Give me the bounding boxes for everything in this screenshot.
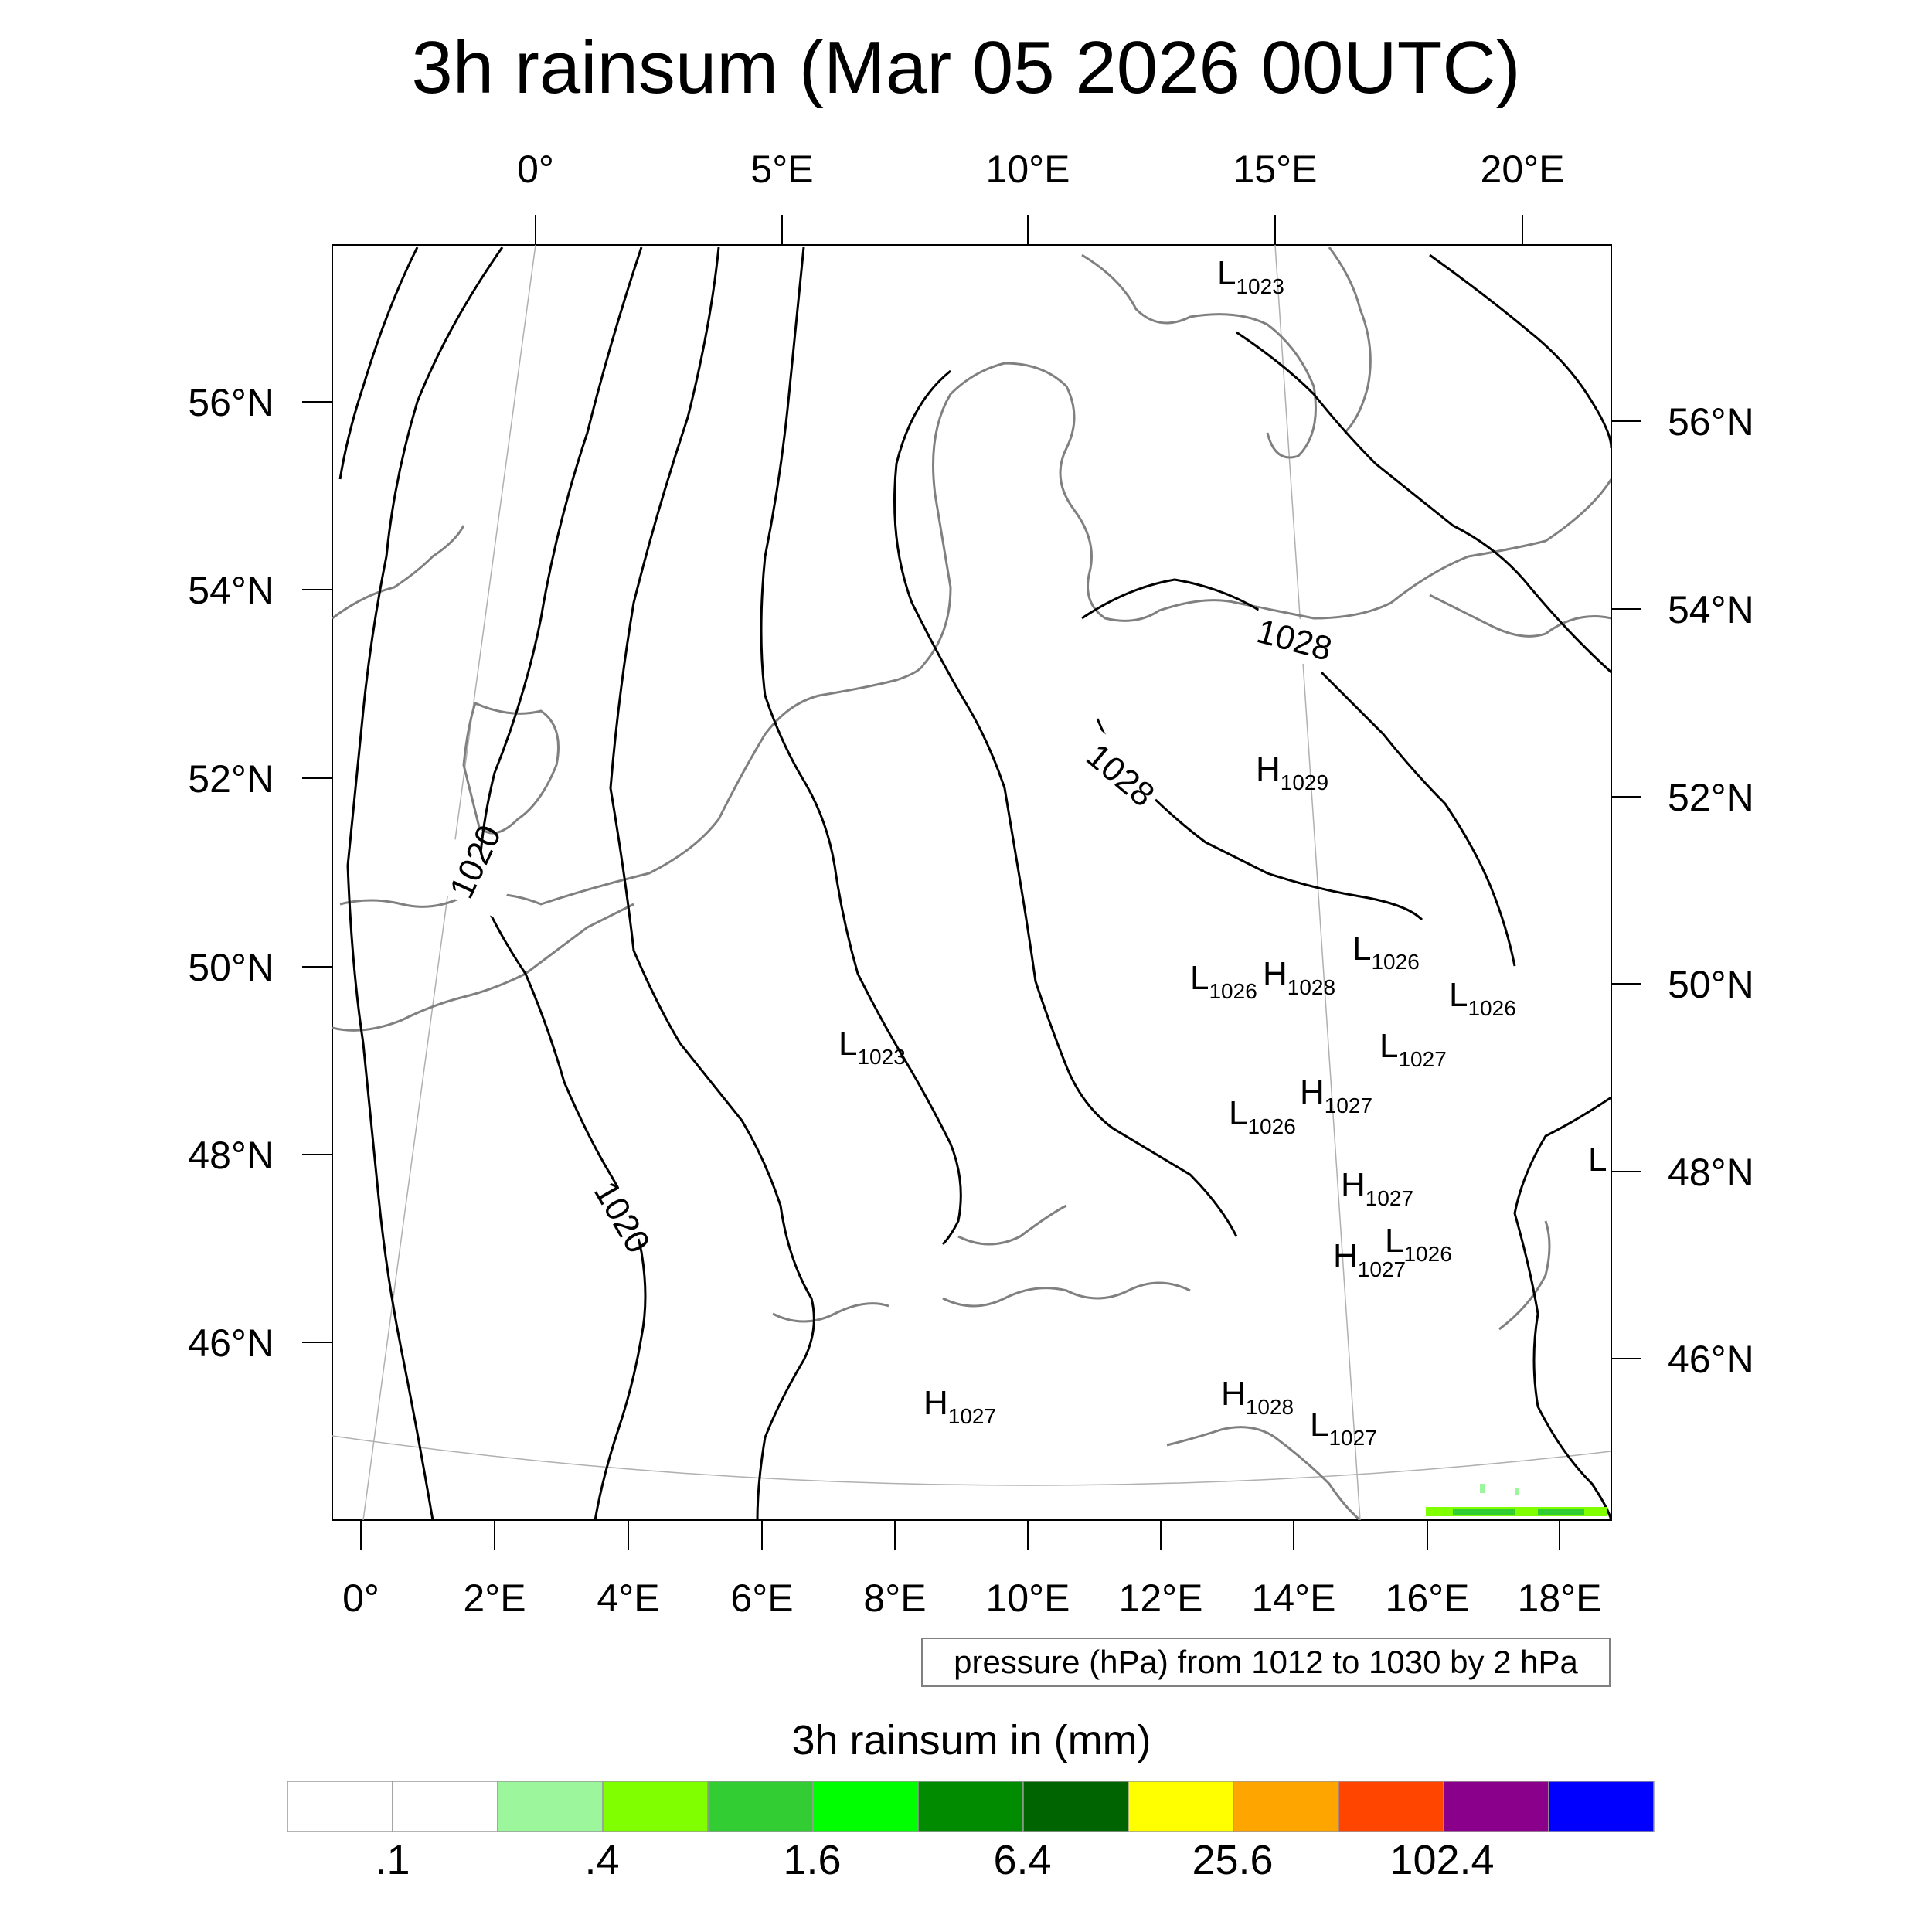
map-frame — [332, 244, 1612, 1521]
colorbar-swatch — [1443, 1781, 1549, 1832]
colorbar-label: 102.4 — [1389, 1837, 1494, 1883]
low-pressure-label: L1023 — [838, 1025, 906, 1069]
high-pressure-label: H1027 — [1341, 1166, 1413, 1210]
colorbar-swatches — [287, 1781, 1655, 1832]
low-pressure-label: L1026 — [1190, 959, 1257, 1003]
lon-label-bottom: 8°E — [863, 1577, 926, 1620]
lat-label-left: 54°N — [188, 569, 274, 612]
contour-info-text: pressure (hPa) from 1012 to 1030 by 2 hP… — [954, 1644, 1578, 1680]
axis-ticks — [302, 215, 1641, 1550]
lon-label-top: 20°E — [1481, 148, 1565, 191]
high-pressure-label: H1027 — [1300, 1073, 1372, 1117]
lon-label-top: 15°E — [1233, 148, 1318, 191]
colorbar-swatch — [287, 1781, 393, 1832]
high-pressure-label: H1028 — [1263, 955, 1335, 999]
low-pressure-label: L1027 — [1310, 1406, 1377, 1450]
lat-label-left: 52°N — [188, 757, 274, 801]
lat-label-left: 56°N — [188, 381, 274, 424]
colorbar-swatch — [707, 1781, 814, 1832]
rain-patch-light — [1515, 1488, 1519, 1495]
colorbar-swatch — [1233, 1781, 1339, 1832]
lat-label-right: 56°N — [1668, 400, 1754, 444]
colorbar-swatch — [812, 1781, 919, 1832]
high-pressure-label: H1027 — [1333, 1237, 1406, 1281]
colorbar-labels: .1 .4 1.6 6.4 25.6 102.4 — [375, 1837, 1494, 1883]
lon-label-bottom: 6°E — [730, 1577, 793, 1620]
coastlines — [332, 247, 1611, 1520]
colorbar-label: 6.4 — [993, 1837, 1051, 1883]
colorbar-label: .1 — [375, 1837, 410, 1883]
low-pressure-label: L1027 — [1379, 1027, 1447, 1071]
lon-label-bottom: 14°E — [1252, 1577, 1336, 1620]
colorbar-swatch — [1128, 1781, 1234, 1832]
lon-label-bottom: 10°E — [986, 1577, 1070, 1620]
pressure-centers: L1023 H1029 L1026 L1026 H1028 L1026 L102… — [838, 254, 1607, 1450]
lat-label-right: 52°N — [1668, 776, 1754, 819]
lat-label-right: 54°N — [1668, 588, 1754, 631]
contour-info-box: pressure (hPa) from 1012 to 1030 by 2 hP… — [921, 1638, 1611, 1687]
colorbar-swatch — [392, 1781, 498, 1832]
bottom-lon-labels: 0° 2°E 4°E 6°E 8°E 10°E 12°E 14°E 16°E 1… — [342, 1577, 1601, 1620]
low-pressure-label: L1026 — [1449, 976, 1516, 1020]
low-pressure-label: L1026 — [1352, 930, 1420, 974]
lon-label-top: 0° — [517, 148, 554, 191]
lat-label-right: 46°N — [1668, 1338, 1754, 1381]
lat-label-left: 46°N — [188, 1321, 274, 1365]
map-title: 3h rainsum (Mar 05 2026 00UTC) — [411, 26, 1520, 109]
colorbar-swatch — [1338, 1781, 1444, 1832]
high-pressure-label: H1027 — [923, 1384, 996, 1428]
colorbar-label: 25.6 — [1192, 1837, 1273, 1883]
lon-label-bottom: 2°E — [463, 1577, 526, 1620]
colorbar-swatch — [1548, 1781, 1655, 1832]
lon-label-bottom: 4°E — [597, 1577, 659, 1620]
rain-patch-light — [1480, 1484, 1485, 1493]
colorbar-label: 1.6 — [783, 1837, 841, 1883]
high-pressure-label: H1029 — [1256, 750, 1328, 794]
colorbar-title: 3h rainsum in (mm) — [791, 1717, 1151, 1764]
rain-patches — [1426, 1484, 1607, 1516]
grid-parallel-45 — [332, 1435, 1611, 1486]
rain-patch-mid — [1538, 1509, 1584, 1515]
lon-label-bottom: 18°E — [1518, 1577, 1602, 1620]
lon-label-bottom: 0° — [342, 1577, 379, 1620]
left-lat-labels: 56°N 54°N 52°N 50°N 48°N 46°N — [188, 381, 274, 1365]
lon-label-bottom: 12°E — [1119, 1577, 1203, 1620]
lat-label-right: 50°N — [1668, 963, 1754, 1006]
colorbar-label: .4 — [584, 1837, 619, 1883]
low-pressure-label: L1026 — [1229, 1094, 1296, 1138]
lat-label-right: 48°N — [1668, 1151, 1754, 1194]
lon-label-top: 10°E — [986, 148, 1070, 191]
rain-patch-mid — [1453, 1509, 1515, 1515]
right-lat-labels: 56°N 54°N 52°N 50°N 48°N 46°N — [1668, 400, 1754, 1381]
lat-label-left: 48°N — [188, 1134, 274, 1177]
high-pressure-label: H1028 — [1221, 1375, 1294, 1419]
top-lon-labels: 0° 5°E 10°E 15°E 20°E — [517, 148, 1564, 191]
lon-label-bottom: 16°E — [1386, 1577, 1470, 1620]
colorbar: 3h rainsum in (mm) .1 .4 1.6 6.4 25.6 10… — [287, 1717, 1655, 1883]
low-pressure-label: L1026 — [1385, 1222, 1452, 1266]
colorbar-swatch — [602, 1781, 709, 1832]
lat-label-left: 50°N — [188, 946, 274, 989]
low-pressure-label: L1023 — [1217, 254, 1284, 298]
map-area: 0° 5°E 10°E 15°E 20°E 0° 2°E 4°E 6°E 8°E… — [188, 148, 1754, 1687]
colorbar-swatch — [1022, 1781, 1129, 1832]
low-pressure-label: L — [1588, 1141, 1607, 1179]
colorbar-swatch — [917, 1781, 1024, 1832]
colorbar-swatch — [497, 1781, 604, 1832]
lon-label-top: 5°E — [750, 148, 813, 191]
